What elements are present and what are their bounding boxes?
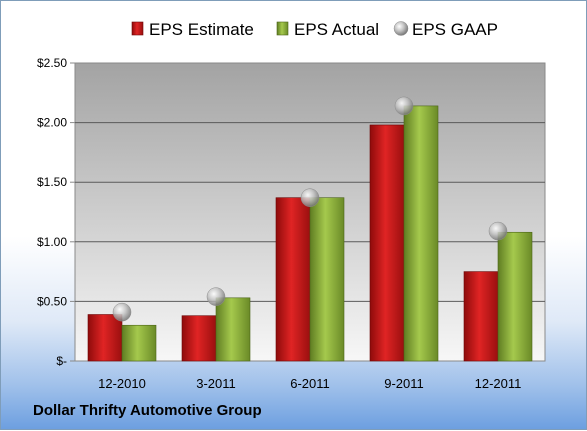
gaap-markers <box>112 96 508 322</box>
y-tick-label: $- <box>56 354 67 368</box>
x-tick-label: 9-2011 <box>384 376 424 391</box>
legend-label-eps-actual: EPS Actual <box>294 20 379 39</box>
bar-eps-estimate <box>463 271 499 362</box>
legend: EPS Estimate EPS Actual EPS GAAP <box>131 20 498 39</box>
bar-eps-actual <box>215 297 251 362</box>
legend-label-eps-gaap: EPS GAAP <box>412 20 498 39</box>
bar-eps-estimate <box>275 197 311 362</box>
bar-eps-estimate <box>87 314 123 362</box>
marker-eps-gaap <box>488 221 508 241</box>
y-tick-label: $0.50 <box>37 294 67 308</box>
bar-eps-actual <box>403 105 439 362</box>
bar-eps-actual <box>309 197 345 362</box>
marker-eps-gaap <box>112 302 132 322</box>
legend-swatch-eps-estimate <box>131 21 144 36</box>
bar-eps-estimate <box>181 315 217 362</box>
bar-eps-actual <box>121 324 157 362</box>
legend-swatch-eps-gaap <box>393 21 409 36</box>
bars <box>87 105 533 362</box>
bar-eps-actual <box>497 231 533 362</box>
marker-eps-gaap <box>206 287 226 306</box>
y-axis: $2.50 $2.00 $1.50 $1.00 $0.50 $- <box>37 56 75 368</box>
x-tick-label: 12-2011 <box>475 376 522 391</box>
y-tick-label: $2.00 <box>37 116 67 130</box>
company-name: Dollar Thrifty Automotive Group <box>33 402 262 419</box>
x-axis: 12-2010 3-2011 6-2011 9-2011 12-2011 <box>98 376 521 391</box>
marker-eps-gaap <box>394 96 414 116</box>
y-tick-label: $1.50 <box>37 175 67 189</box>
y-tick-label: $2.50 <box>37 56 67 70</box>
x-tick-label: 6-2011 <box>290 376 330 391</box>
x-tick-label: 3-2011 <box>196 376 236 391</box>
legend-label-eps-estimate: EPS Estimate <box>149 20 254 39</box>
y-tick-label: $1.00 <box>37 235 67 249</box>
x-tick-label: 12-2010 <box>98 376 146 391</box>
bar-eps-estimate <box>369 124 405 362</box>
legend-swatch-eps-actual <box>276 21 289 36</box>
marker-eps-gaap <box>300 188 320 207</box>
